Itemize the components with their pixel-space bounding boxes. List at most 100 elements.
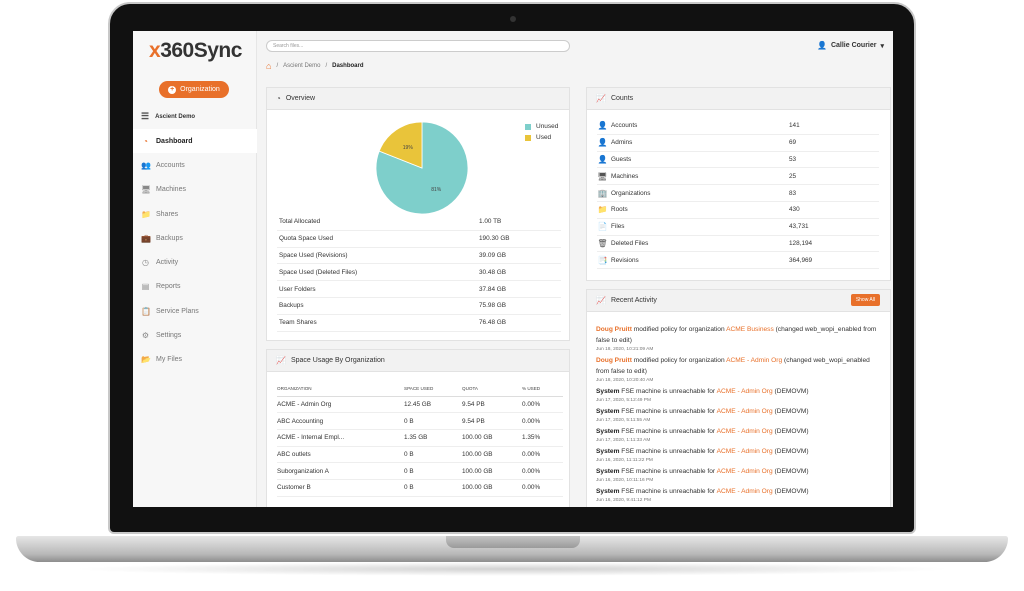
sidebar-item-label: Accounts bbox=[156, 161, 185, 169]
activity-actor: System bbox=[596, 408, 620, 415]
column-header[interactable]: % Used bbox=[522, 382, 563, 397]
activity-org-link[interactable]: ACME Business bbox=[726, 326, 774, 333]
activity-detail: (changed web_wopi_enabled from false to … bbox=[596, 326, 877, 344]
menu-icon[interactable]: ☰ bbox=[141, 111, 150, 121]
activity-timestamp: Jun 16, 2020, 11:11:22 PM bbox=[596, 458, 653, 463]
counts-row-machines: 🖥 Machines 25 bbox=[597, 168, 879, 186]
table-cell: 0 B bbox=[404, 412, 462, 430]
legend-label: Unused bbox=[536, 123, 559, 130]
show-all-button[interactable]: Show All bbox=[850, 294, 880, 306]
table-cell: 100.00 GB bbox=[462, 429, 522, 447]
activity-org-link[interactable]: ACME - Admin Org bbox=[716, 428, 773, 435]
legend-item-unused[interactable]: Unused bbox=[525, 121, 558, 132]
table-cell: ACME - Admin Org bbox=[277, 396, 404, 414]
activity-text: Doug Pruitt modified policy for organiza… bbox=[596, 355, 882, 377]
user-icon: 👤 bbox=[597, 121, 608, 131]
sidebar-item-label: Backups bbox=[156, 234, 183, 242]
overview-row: User Folders 37.84 GB bbox=[277, 281, 561, 298]
column-header[interactable]: Space Used bbox=[404, 382, 462, 397]
activity-action: FSE machine is unreachable for bbox=[619, 468, 717, 475]
app-logo[interactable]: x360Sync bbox=[149, 39, 242, 62]
add-organization-button[interactable]: + Organization bbox=[159, 81, 229, 98]
activity-detail: (changed web_wopi_enabled from false to … bbox=[596, 357, 870, 375]
sidebar-item-my-files[interactable]: 📂 My Files bbox=[133, 348, 257, 372]
line-chart-icon: 📈 bbox=[276, 356, 286, 365]
sidebar-item-label: My Files bbox=[156, 356, 183, 364]
sidebar-item-service-plans[interactable]: 📋 Service Plans bbox=[133, 299, 257, 323]
main-content: Search files... 👤 Callie Courier ▾ ⌂ / A… bbox=[257, 31, 893, 507]
counts-label: Admins bbox=[611, 139, 633, 147]
sidebar-item-backups[interactable]: 💼 Backups bbox=[133, 226, 257, 250]
search-input[interactable]: Search files... bbox=[266, 40, 570, 52]
overview-value: 37.84 GB bbox=[479, 285, 507, 293]
counts-value: 430 bbox=[789, 206, 800, 214]
activity-org-link[interactable]: ACME - Admin Org bbox=[716, 468, 773, 475]
table-cell: 0 B bbox=[404, 446, 462, 464]
activity-org-link[interactable]: ACME - Admin Org bbox=[726, 357, 783, 364]
table-row[interactable]: ABC Accounting 0 B 9.54 PB 0.00% bbox=[277, 412, 563, 430]
breadcrumb-tenant[interactable]: Ascient Demo bbox=[283, 63, 321, 69]
add-organization-label: Organization bbox=[180, 86, 220, 93]
breadcrumb-current: Dashboard bbox=[332, 63, 364, 69]
table-cell: Customer B bbox=[277, 479, 404, 497]
activity-text: System FSE machine is unreachable for AC… bbox=[596, 466, 882, 477]
activity-org-link[interactable]: ACME - Admin Org bbox=[716, 488, 773, 495]
pie-legend: Unused Used bbox=[525, 121, 558, 143]
table-cell: 9.54 PB bbox=[462, 412, 522, 430]
activity-org-link[interactable]: ACME - Admin Org bbox=[716, 408, 773, 415]
list-item: Doug Pruitt modified policy for organiza… bbox=[596, 324, 882, 354]
monitor-icon: 🖥 bbox=[597, 171, 608, 181]
sidebar-item-accounts[interactable]: 👥 Accounts bbox=[133, 153, 257, 177]
sidebar-item-label: Reports bbox=[156, 283, 181, 291]
sidebar-item-label: Machines bbox=[156, 186, 186, 194]
overview-label: Team Shares bbox=[279, 319, 317, 327]
table-row[interactable]: ACME - Internal Empl... 1.35 GB 100.00 GB 1… bbox=[277, 429, 563, 447]
sidebar-item-machines[interactable]: 🖥 Machines bbox=[133, 178, 257, 202]
overview-row: Backups 75.98 GB bbox=[277, 298, 561, 315]
plus-icon: + bbox=[168, 85, 177, 94]
sidebar-item-settings[interactable]: ⚙ Settings bbox=[133, 323, 257, 347]
column-header[interactable]: Organization bbox=[277, 382, 404, 397]
home-icon[interactable]: ⌂ bbox=[266, 61, 272, 71]
activity-org-link[interactable]: ACME - Admin Org bbox=[716, 388, 773, 395]
sidebar-item-dashboard[interactable]: ◔ Dashboard bbox=[133, 129, 257, 154]
counts-value: 83 bbox=[789, 189, 797, 197]
table-cell: 1.35% bbox=[522, 429, 563, 447]
activity-timestamp: Jun 18, 2020, 10:21:09 AM bbox=[596, 347, 654, 352]
activity-org-link[interactable]: ACME - Admin Org bbox=[716, 448, 773, 455]
sidebar-item-activity[interactable]: ◷ Activity bbox=[133, 250, 257, 274]
legend-item-used[interactable]: Used bbox=[525, 132, 558, 143]
user-menu[interactable]: 👤 Callie Courier ▾ bbox=[817, 41, 884, 50]
space-usage-panel: 📈 Space Usage By Organization Organizati… bbox=[266, 349, 570, 507]
activity-actor: System bbox=[596, 488, 620, 495]
monitor-icon: 🖥 bbox=[141, 185, 152, 195]
tenant-selector[interactable]: ☰ Ascient Demo bbox=[141, 111, 195, 122]
overview-value: 39.09 GB bbox=[479, 251, 507, 259]
counts-table: 👤 Accounts 141 👤 Admins 69 👤 Guests 53 🖥 Machines 2… bbox=[597, 118, 879, 270]
backup-icon: 💼 bbox=[141, 233, 151, 243]
overview-title: Overview bbox=[285, 95, 316, 102]
activity-detail: (DEMOVM) bbox=[772, 468, 809, 475]
activity-action: FSE machine is unreachable for bbox=[619, 448, 717, 455]
space-usage-header: 📈 Space Usage By Organization bbox=[267, 350, 569, 372]
activity-timestamp: Jun 17, 2020, 5:11:55 AM bbox=[596, 418, 651, 423]
activity-actor: System bbox=[596, 388, 620, 395]
table-row[interactable]: ABC outlets 0 B 100.00 GB 0.00% bbox=[277, 446, 563, 464]
table-row[interactable]: ACME - Admin Org 12.45 GB 9.54 PB 0.00% bbox=[277, 396, 563, 414]
column-header[interactable]: Quota bbox=[462, 382, 522, 397]
activity-actor[interactable]: Doug Pruitt bbox=[596, 357, 632, 364]
recent-activity-title: Recent Activity bbox=[610, 297, 657, 304]
table-cell: 1.35 GB bbox=[404, 429, 462, 447]
list-item: System FSE machine is unreachable for AC… bbox=[596, 466, 882, 485]
pie-label-used: 19% bbox=[403, 145, 414, 151]
activity-actor[interactable]: Doug Pruitt bbox=[596, 326, 632, 333]
camera-icon bbox=[510, 16, 516, 22]
pie-slice-used[interactable] bbox=[378, 121, 423, 169]
sidebar-item-reports[interactable]: ▤ Reports bbox=[133, 275, 257, 299]
counts-header: 📈 Counts bbox=[587, 88, 890, 110]
tenant-name: Ascient Demo bbox=[155, 113, 196, 120]
sidebar-item-shares[interactable]: 📁 Shares bbox=[133, 202, 257, 226]
